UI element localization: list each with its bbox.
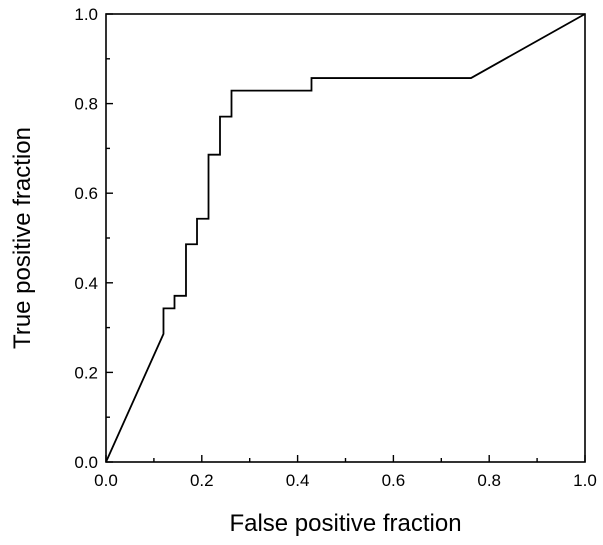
x-tick-label: 0.8 [477,471,501,490]
x-tick-label: 0.4 [286,471,310,490]
y-tick-label: 0.2 [74,363,98,382]
x-tick-label: 1.0 [573,471,597,490]
y-tick-label: 0.6 [74,184,98,203]
plot-frame [105,13,586,463]
y-tick-label: 1.0 [74,5,98,24]
x-tick-label: 0.0 [94,471,118,490]
y-tick-label: 0.8 [74,95,98,114]
tick-labels-layer: 0.0 0.2 0.4 0.6 0.8 1.0 0.0 0.2 0.4 0.6 0.8 1.0 [74,5,596,490]
y-axis-title: True positive fraction [9,127,36,349]
y-tick-label: 0.0 [74,453,98,472]
x-tick-label: 0.6 [382,471,406,490]
y-tick-label: 0.4 [74,274,98,293]
x-tick-label: 0.2 [190,471,214,490]
roc-curve-line [105,13,586,463]
x-axis-title: False positive fraction [229,510,461,537]
ticks-layer [105,13,586,463]
